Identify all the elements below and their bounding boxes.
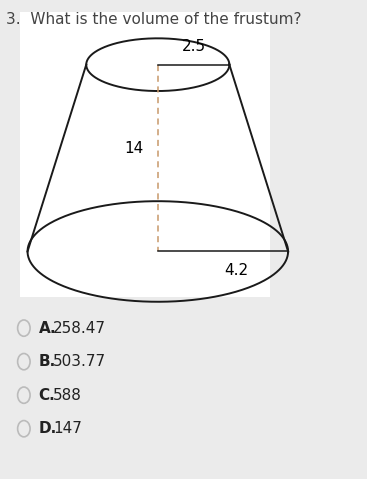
Text: D.: D.: [39, 421, 57, 436]
Text: C.: C.: [39, 388, 55, 403]
Text: B.: B.: [39, 354, 56, 369]
Text: 4.2: 4.2: [224, 263, 248, 278]
Text: 147: 147: [53, 421, 82, 436]
Text: 3.  What is the volume of the frustum?: 3. What is the volume of the frustum?: [6, 12, 301, 27]
Text: 258.47: 258.47: [53, 320, 106, 336]
Text: A.: A.: [39, 320, 56, 336]
Text: 503.77: 503.77: [53, 354, 106, 369]
Text: 2.5: 2.5: [182, 39, 206, 54]
Text: 588: 588: [53, 388, 82, 403]
Text: 14: 14: [124, 141, 143, 156]
FancyBboxPatch shape: [20, 12, 270, 297]
